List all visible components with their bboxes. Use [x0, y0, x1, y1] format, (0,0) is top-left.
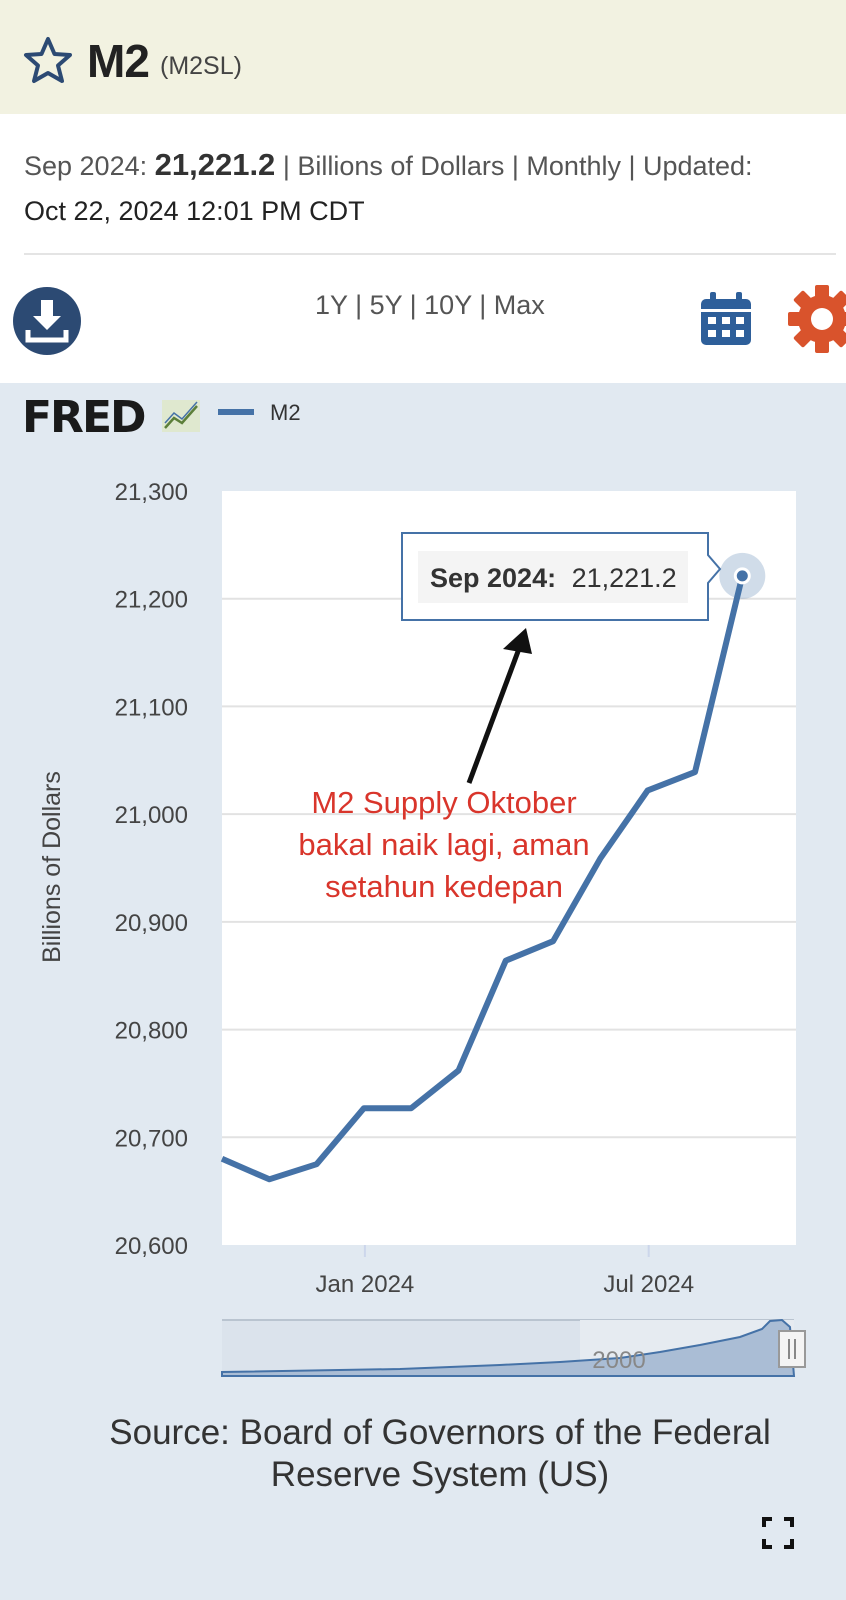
y-tick-label: 21,000	[115, 802, 188, 829]
range-separator: |	[479, 290, 494, 320]
navigator-area	[221, 1318, 796, 1377]
y-tick-label: 20,600	[115, 1233, 188, 1260]
chart-panel: FRED M2 21,300 21,200 21,100 21,000 20,900 20…	[0, 383, 846, 1600]
fred-chart-icon	[162, 400, 200, 432]
x-axis-ticks: Jan 2024 Jul 2024	[316, 1245, 694, 1298]
range-10y-link[interactable]: 10Y	[424, 290, 472, 320]
meta-period: Sep 2024:	[24, 151, 148, 181]
svg-text:Sep 2024: 21,221.2: Sep 2024: 21,221.2	[430, 563, 677, 593]
y-tick-label: 20,900	[115, 910, 188, 937]
divider	[24, 253, 836, 255]
meta-details: | Billions of Dollars | Monthly | Update…	[282, 151, 753, 181]
range-5y-link[interactable]: 5Y	[369, 290, 403, 320]
meta-value: 21,221.2	[154, 147, 276, 182]
tooltip: Sep 2024: 21,221.2	[401, 532, 722, 621]
y-tick-label: 21,200	[115, 587, 188, 614]
meta-updated: Oct 22, 2024 12:01 PM CDT	[24, 196, 365, 226]
legend-label[interactable]: M2	[270, 400, 301, 425]
tooltip-label: Sep 2024:	[430, 563, 556, 593]
range-1y-link[interactable]: 1Y	[315, 290, 348, 320]
range-selector: 1Y | 5Y | 10Y | Max	[315, 290, 545, 321]
series-line-m2	[220, 575, 746, 1183]
series-header: M2 (M2SL)	[0, 0, 846, 114]
x-tick-label: Jan 2024	[316, 1271, 415, 1298]
chart-source: Source: Board of Governors of the Federa…	[109, 1413, 771, 1494]
navigator[interactable]: 2000	[221, 1318, 806, 1377]
calendar-icon[interactable]	[699, 291, 753, 347]
annotation-arrowhead	[503, 628, 532, 654]
y-tick-label: 21,300	[115, 479, 188, 506]
annotation-arrow	[466, 637, 526, 784]
annotation-line-1: M2 Supply Oktober	[311, 785, 576, 820]
y-tick-label: 21,100	[115, 694, 188, 721]
annotation-line-3: setahun kedepan	[325, 869, 563, 904]
annotation-line-2: bakal naik lagi, aman	[298, 827, 589, 862]
range-separator: |	[409, 290, 425, 320]
navigator-label: 2000	[592, 1347, 645, 1374]
m2-line-chart: FRED M2 21,300 21,200 21,100 21,000 20,900 20…	[22, 392, 806, 1377]
fred-logo: FRED	[22, 392, 145, 443]
y-axis-label: Billions of Dollars	[38, 771, 66, 963]
x-tick-label: Jul 2024	[603, 1271, 694, 1298]
tooltip-value: 21,221.2	[572, 563, 677, 593]
y-tick-label: 20,800	[115, 1018, 188, 1045]
navigator-handle[interactable]	[778, 1330, 806, 1368]
gear-icon[interactable]	[788, 284, 846, 354]
series-id: (M2SL)	[160, 52, 242, 80]
y-tick-label: 20,700	[115, 1125, 188, 1152]
data-point-sep-2024[interactable]	[733, 567, 751, 585]
series-title: M2	[87, 35, 150, 87]
series-meta: Sep 2024: 21,221.2 | Billions of Dollars…	[24, 142, 824, 234]
fullscreen-icon[interactable]	[762, 1517, 794, 1549]
download-icon[interactable]	[12, 286, 82, 356]
y-axis-ticks: 21,300 21,200 21,100 21,000 20,900 20,800 20,7…	[115, 479, 188, 1260]
range-max-link[interactable]: Max	[493, 290, 545, 320]
annotation: M2 Supply Oktober bakal naik lagi, aman …	[298, 628, 590, 904]
star-outline-icon[interactable]	[22, 36, 74, 84]
range-separator: |	[355, 290, 370, 320]
